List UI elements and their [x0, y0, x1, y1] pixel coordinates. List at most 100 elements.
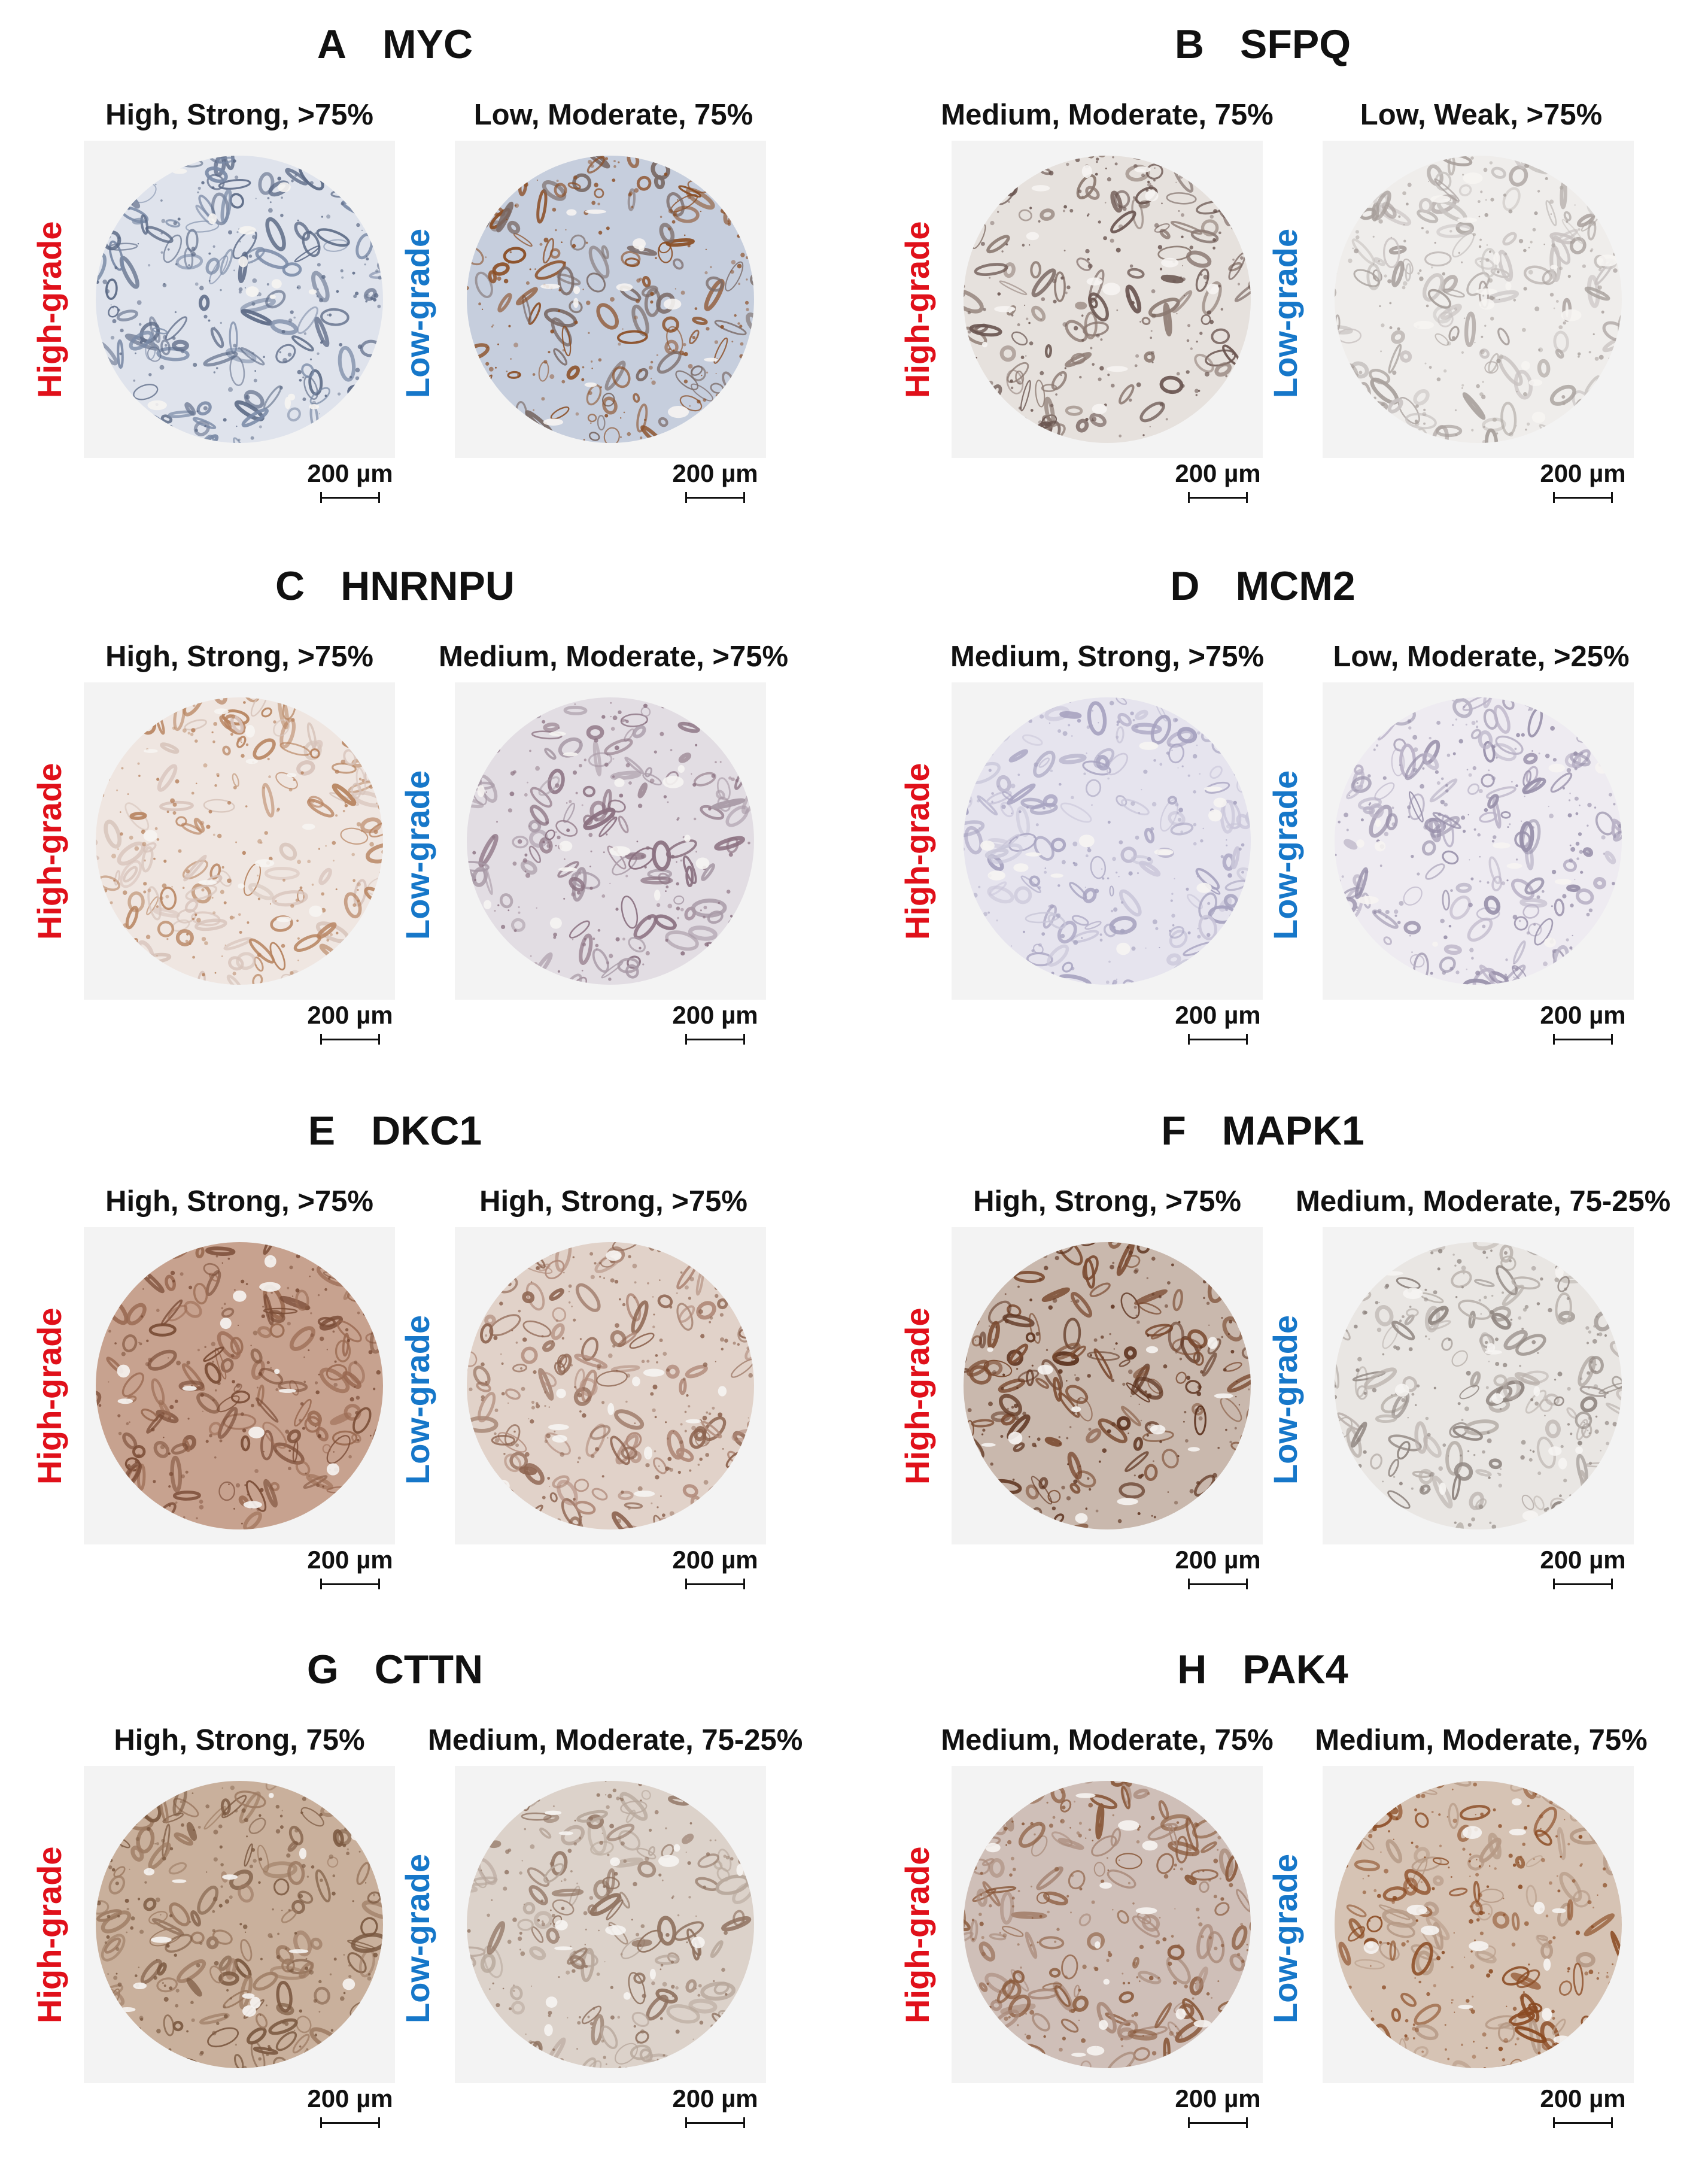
scale-bar: 200 µm — [1188, 461, 1248, 503]
tissue-image-right — [1323, 1227, 1634, 1544]
tissue-image-left — [952, 1766, 1263, 2083]
scale-bar: 200 µm — [1188, 1003, 1248, 1045]
tissue-core-image — [952, 682, 1263, 1000]
gene-name: PAK4 — [1242, 1647, 1348, 1692]
scale-bar: 200 µm — [320, 1003, 380, 1045]
scale-bar-line — [685, 1034, 745, 1045]
low-grade-label: Low-grade — [1269, 1315, 1302, 1485]
scale-bar-label: 200 µm — [661, 461, 769, 486]
panel-title: E DKC1 — [215, 1110, 575, 1151]
scale-bar-label: 200 µm — [296, 461, 404, 486]
tissue-core-image — [84, 1227, 395, 1544]
high-grade-label: High-grade — [901, 1307, 934, 1485]
scale-bar-label: 200 µm — [296, 1547, 404, 1573]
scale-bar-line — [1188, 492, 1248, 503]
scale-bar-label: 200 µm — [1164, 2086, 1272, 2111]
panel-letter: B — [1175, 22, 1204, 67]
gene-name: SFPQ — [1240, 22, 1351, 67]
low-grade-label: Low-grade — [401, 1315, 434, 1485]
panel-letter: G — [307, 1647, 339, 1692]
low-grade-label: Low-grade — [401, 229, 434, 398]
low-grade-label: Low-grade — [1269, 1854, 1302, 2023]
scale-bar: 200 µm — [1188, 1547, 1248, 1589]
staining-caption: Low, Moderate, >25% — [1296, 642, 1667, 672]
panel-letter: C — [275, 563, 305, 609]
scale-bar: 200 µm — [1553, 461, 1613, 503]
gene-name: MYC — [382, 22, 473, 67]
scale-bar-line — [320, 492, 380, 503]
scale-bar-line — [320, 1579, 380, 1589]
scale-bar-line — [1553, 1579, 1613, 1589]
tissue-core-image — [952, 1227, 1263, 1544]
tissue-core-image — [952, 1766, 1263, 2083]
scale-bar-line — [1553, 492, 1613, 503]
panel-letter: E — [308, 1108, 335, 1154]
high-grade-label: High-grade — [33, 1307, 66, 1485]
high-grade-label: High-grade — [901, 221, 934, 398]
panel-title: C HNRNPU — [215, 566, 575, 606]
staining-caption: Medium, Moderate, 75% — [1296, 1726, 1667, 1755]
staining-caption: Medium, Strong, >75% — [922, 642, 1293, 672]
tissue-core-image — [84, 141, 395, 458]
tissue-core-image — [84, 1766, 395, 2083]
tissue-core-image — [455, 1766, 766, 2083]
staining-caption: High, Strong, >75% — [54, 1187, 425, 1216]
staining-caption: Medium, Moderate, 75% — [922, 1726, 1293, 1755]
scale-bar-label: 200 µm — [296, 1003, 404, 1028]
tissue-image-left — [84, 141, 395, 458]
tissue-core-image — [1323, 1227, 1634, 1544]
gene-name: CTTN — [375, 1647, 483, 1692]
tissue-image-left — [952, 682, 1263, 1000]
tissue-image-right — [1323, 1766, 1634, 2083]
gene-name: MAPK1 — [1222, 1108, 1364, 1154]
scale-bar: 200 µm — [685, 461, 745, 503]
scale-bar-line — [320, 1034, 380, 1045]
scale-bar-line — [685, 492, 745, 503]
scale-bar-label: 200 µm — [661, 1547, 769, 1573]
tissue-core-image — [84, 682, 395, 1000]
scale-bar: 200 µm — [685, 1547, 745, 1589]
high-grade-label: High-grade — [33, 763, 66, 940]
scale-bar: 200 µm — [685, 1003, 745, 1045]
panel-letter: D — [1170, 563, 1199, 609]
scale-bar: 200 µm — [320, 1547, 380, 1589]
low-grade-label: Low-grade — [1269, 770, 1302, 940]
scale-bar: 200 µm — [1188, 2086, 1248, 2128]
tissue-core-image — [952, 141, 1263, 458]
gene-name: DKC1 — [371, 1108, 482, 1154]
high-grade-label: High-grade — [33, 1846, 66, 2023]
tissue-image-right — [455, 682, 766, 1000]
panel-e: E DKC1 High, Strong, >75% High-grade 200 µm H… — [0, 1086, 838, 1625]
tissue-core-image — [1323, 682, 1634, 1000]
tissue-core-image — [1323, 141, 1634, 458]
tissue-core-image — [455, 682, 766, 1000]
scale-bar-line — [1188, 2117, 1248, 2128]
scale-bar-label: 200 µm — [1164, 1547, 1272, 1573]
staining-caption: Medium, Moderate, >75% — [428, 642, 799, 672]
panel-letter: H — [1177, 1647, 1206, 1692]
staining-caption: Medium, Moderate, 75-25% — [428, 1726, 799, 1755]
staining-caption: Low, Moderate, 75% — [428, 101, 799, 130]
panel-title: G CTTN — [215, 1649, 575, 1690]
scale-bar-line — [685, 2117, 745, 2128]
tissue-image-left — [952, 1227, 1263, 1544]
panel-letter: A — [317, 22, 347, 67]
staining-caption: High, Strong, >75% — [428, 1187, 799, 1216]
staining-caption: High, Strong, >75% — [922, 1187, 1293, 1216]
tissue-image-right — [1323, 141, 1634, 458]
gene-name: HNRNPU — [341, 563, 515, 609]
scale-bar-label: 200 µm — [1529, 461, 1637, 486]
low-grade-label: Low-grade — [401, 1854, 434, 2023]
staining-caption: Medium, Moderate, 75-25% — [1296, 1187, 1667, 1216]
scale-bar-label: 200 µm — [296, 2086, 404, 2111]
gene-name: MCM2 — [1235, 563, 1355, 609]
low-grade-label: Low-grade — [1269, 229, 1302, 398]
scale-bar-line — [1553, 2117, 1613, 2128]
staining-caption: Low, Weak, >75% — [1296, 101, 1667, 130]
scale-bar-label: 200 µm — [1164, 461, 1272, 486]
